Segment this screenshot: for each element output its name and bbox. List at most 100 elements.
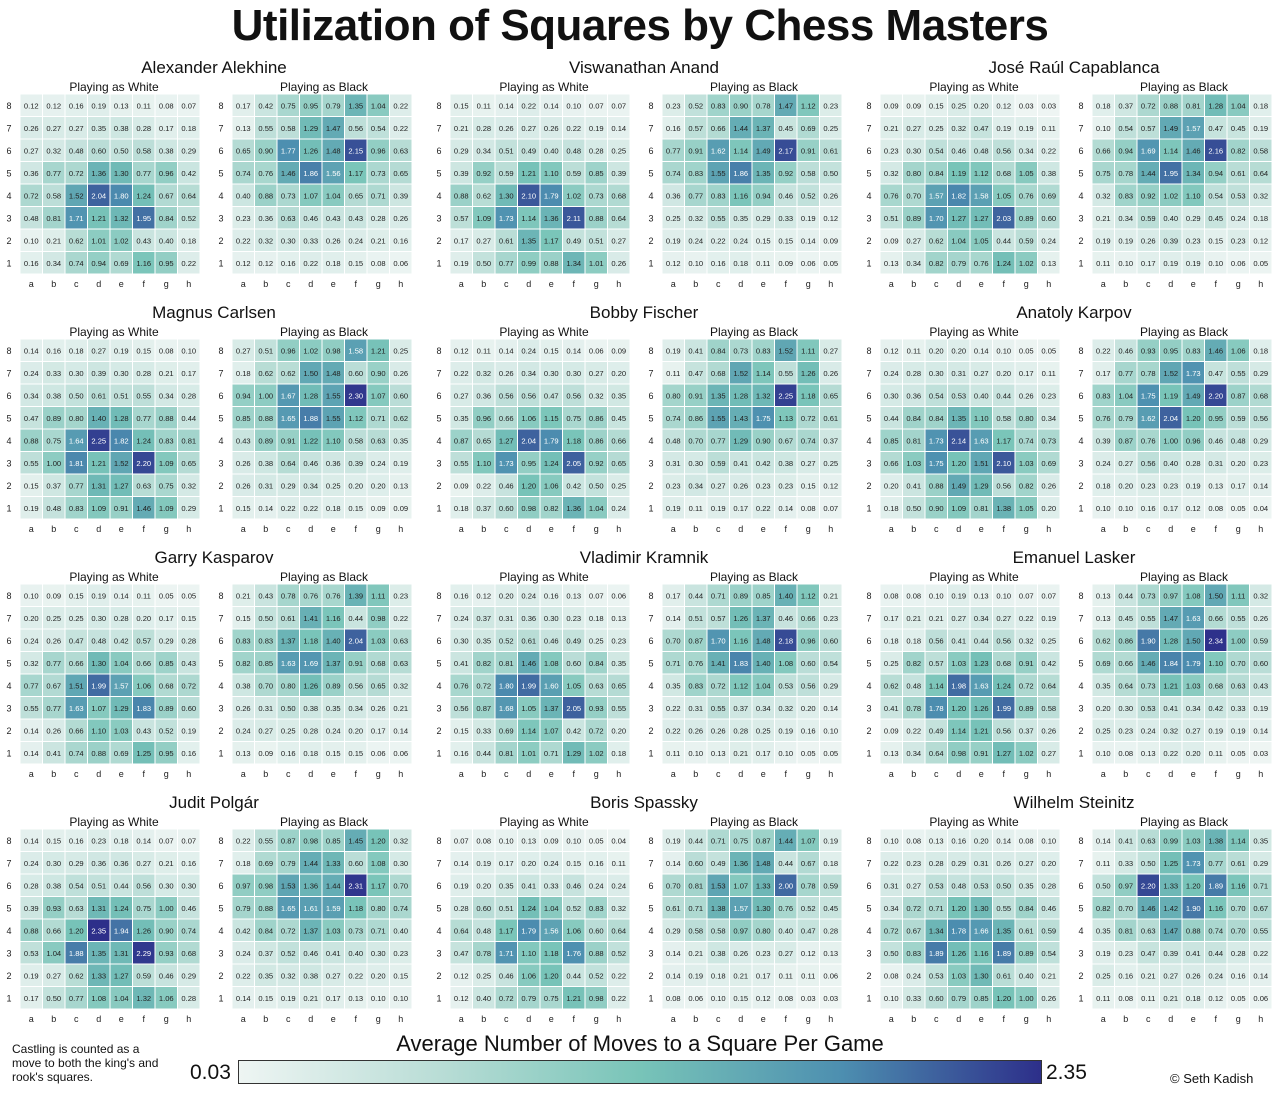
cell-value: 0.83: [589, 904, 604, 913]
cell-value: 0.08: [371, 259, 386, 268]
square-g4: 0.63: [1226, 673, 1250, 697]
cell-value: 0.48: [46, 504, 61, 513]
square-f8: 1.45: [344, 828, 368, 852]
square-a1: 0.19: [661, 496, 685, 520]
cell-value: 1.10: [544, 169, 559, 178]
square-c2: 0.62: [64, 963, 88, 987]
rank-label: 1: [6, 993, 11, 1003]
cell-value: 0.26: [236, 459, 251, 468]
cell-value: 0.26: [1041, 994, 1056, 1003]
square-b5: 0.85: [254, 651, 278, 675]
square-g4: 0.90: [154, 918, 178, 942]
cell-value: 0.18: [454, 504, 469, 513]
square-d4: 2.10: [517, 183, 541, 207]
cell-value: 1.47: [778, 101, 793, 110]
square-g1: 1.02: [1014, 251, 1038, 275]
cell-value: 0.30: [181, 881, 196, 890]
square-g4: 0.53: [1226, 183, 1250, 207]
square-e1: 0.85: [969, 986, 993, 1010]
rank-label: 8: [436, 346, 441, 356]
square-g4: 0.60: [584, 918, 608, 942]
square-d6: 1.36: [299, 873, 323, 897]
cell-value: 0.62: [476, 191, 491, 200]
cell-value: 0.52: [801, 904, 816, 913]
cell-value: 0.42: [566, 726, 581, 735]
cell-value: 0.09: [823, 236, 838, 245]
square-f5: 0.75: [562, 406, 586, 430]
square-h7: 0.26: [389, 361, 413, 385]
square-e7: 0.31: [969, 851, 993, 875]
square-d8: 0.73: [729, 338, 753, 362]
square-a7: 0.15: [231, 606, 255, 630]
square-h5: 0.65: [389, 161, 413, 185]
cell-value: 0.38: [258, 459, 273, 468]
square-f6: 0.44: [992, 383, 1016, 407]
square-e2: 0.27: [1181, 718, 1205, 742]
square-c2: 0.29: [276, 473, 300, 497]
cell-value: 0.70: [393, 881, 408, 890]
cell-value: 0.56: [1141, 459, 1156, 468]
square-e6: 0.51: [109, 383, 133, 407]
rank-label: 3: [436, 948, 441, 958]
cell-value: 0.18: [69, 346, 84, 355]
cell-value: 1.46: [521, 659, 536, 668]
cell-value: 0.23: [1231, 236, 1246, 245]
square-g7: 0.55: [1226, 606, 1250, 630]
cell-value: 1.30: [91, 659, 106, 668]
cell-value: 0.12: [454, 346, 469, 355]
square-d4: 0.97: [729, 918, 753, 942]
cell-value: 0.43: [136, 726, 151, 735]
file-label: b: [51, 769, 56, 779]
cell-value: 0.55: [24, 459, 39, 468]
file-label: b: [693, 524, 698, 534]
square-c8: 0.96: [276, 338, 300, 362]
square-d7: 1.26: [729, 606, 753, 630]
cell-value: 0.22: [236, 236, 251, 245]
square-g6: 0.32: [1014, 628, 1038, 652]
cell-value: 0.17: [371, 726, 386, 735]
square-a4: 0.35: [1091, 918, 1115, 942]
square-e4: 1.10: [1181, 183, 1205, 207]
square-e8: 0.15: [539, 338, 563, 362]
cell-value: 1.04: [114, 659, 129, 668]
file-label: h: [1046, 1014, 1051, 1024]
cell-value: 0.73: [348, 926, 363, 935]
square-c6: 0.52: [494, 628, 518, 652]
square-h5: 0.32: [607, 896, 631, 920]
square-a6: 0.83: [231, 628, 255, 652]
cell-value: 1.00: [46, 459, 61, 468]
cell-value: 0.67: [1253, 904, 1268, 913]
cell-value: 0.77: [46, 659, 61, 668]
square-f2: 0.49: [562, 228, 586, 252]
square-f3: 0.45: [1204, 206, 1228, 230]
square-e3: 0.29: [751, 206, 775, 230]
cell-value: 0.51: [589, 236, 604, 245]
cell-value: 1.75: [756, 414, 771, 423]
cell-value: 0.17: [756, 749, 771, 758]
file-label: g: [376, 1014, 381, 1024]
square-e1: 0.75: [539, 986, 563, 1010]
cell-value: 0.36: [114, 859, 129, 868]
cell-value: 0.27: [1186, 726, 1201, 735]
cell-value: 0.46: [951, 146, 966, 155]
square-c4: 0.80: [276, 673, 300, 697]
cell-value: 0.74: [393, 904, 408, 913]
square-c3: 0.53: [1136, 696, 1160, 720]
square-h3: 0.14: [819, 696, 843, 720]
cell-value: 0.38: [46, 391, 61, 400]
cell-value: 0.26: [733, 481, 748, 490]
square-h7: 0.19: [1037, 606, 1061, 630]
cell-value: 0.25: [666, 214, 681, 223]
square-a5: 0.47: [19, 406, 43, 430]
square-b6: 0.91: [684, 383, 708, 407]
square-h6: 0.28: [1037, 873, 1061, 897]
square-d1: 0.21: [729, 741, 753, 765]
square-g3: 0.84: [154, 206, 178, 230]
cell-value: 1.16: [326, 614, 341, 623]
square-d5: 1.30: [87, 651, 111, 675]
square-g5: 1.05: [1014, 161, 1038, 185]
square-f2: 0.19: [774, 718, 798, 742]
cell-value: 0.80: [666, 391, 681, 400]
cell-value: 0.77: [46, 169, 61, 178]
cell-value: 0.90: [371, 369, 386, 378]
